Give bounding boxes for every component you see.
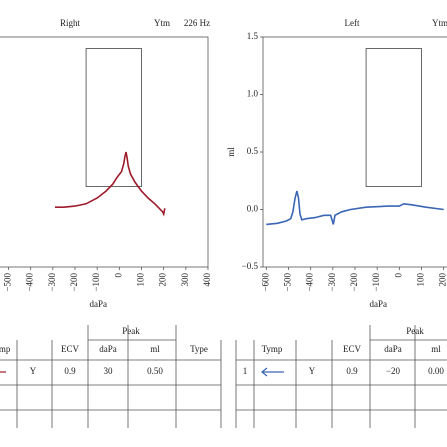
x-tick-label: −100 <box>91 273 101 292</box>
gradient-box <box>365 48 422 187</box>
x-tick-label: 400 <box>202 273 212 287</box>
x-tick-label: −400 <box>305 273 315 292</box>
x-tick-label: −500 <box>283 273 293 292</box>
x-axis-label: daPa <box>369 299 387 309</box>
x-tick-label: −600 <box>260 273 270 292</box>
gradient-box <box>85 48 142 187</box>
plot-frame <box>262 36 447 268</box>
table-group-header: Peak <box>122 326 140 336</box>
x-tick-label: −200 <box>349 273 359 292</box>
annotation: Ytm <box>432 18 447 28</box>
y-tick-label: 0.0 <box>247 204 259 214</box>
table-cell: 0.00 <box>428 366 444 376</box>
table-cell: 0.9 <box>346 366 358 376</box>
x-tick-label: −100 <box>371 273 381 292</box>
y-tick-label: 1.5 <box>247 31 259 41</box>
x-axis-label: daPa <box>89 299 107 309</box>
x-tick-label: 200 <box>438 273 447 287</box>
x-tick-label: −300 <box>47 273 57 292</box>
x-tick-label: 200 <box>158 273 168 287</box>
table-cell: Y <box>309 366 316 376</box>
table-cell: 0.9 <box>64 366 76 376</box>
table-cell: 1 <box>243 366 248 376</box>
tymp-curve <box>55 151 166 217</box>
table-cell: 30 <box>104 366 114 376</box>
x-tick-label: −500 <box>3 273 13 292</box>
table-header: ml <box>431 344 441 354</box>
y-tick-label: 1.0 <box>247 89 259 99</box>
table-cell: −20 <box>386 366 401 376</box>
x-tick-label: −400 <box>25 273 35 292</box>
table-header: Type <box>190 344 208 354</box>
table-cell: 0.50 <box>147 366 163 376</box>
table-header: daPa <box>384 344 402 354</box>
table-header: Tymp <box>0 344 11 354</box>
annotation: Ytm <box>154 18 170 28</box>
x-tick-label: −200 <box>69 273 79 292</box>
table-header: Tymp <box>262 344 283 354</box>
y-axis-label: ml <box>226 147 236 157</box>
table-cell: Y <box>30 366 37 376</box>
x-tick-label: 0 <box>393 273 403 278</box>
annotation: 226 Hz <box>184 18 210 28</box>
x-tick-label: 300 <box>180 273 190 287</box>
plot-frame <box>0 36 209 268</box>
table-header: ECV <box>343 344 362 354</box>
table-group-header: Peak <box>406 326 424 336</box>
x-tick-label: 100 <box>136 273 146 287</box>
tymp-curve <box>266 190 444 226</box>
table-header: daPa <box>99 344 117 354</box>
table-header: ECV <box>61 344 80 354</box>
chart-title: Right <box>60 18 81 28</box>
y-tick-label: 0.5 <box>247 146 259 156</box>
arrow-head <box>261 367 268 377</box>
y-tick-label: −0.5 <box>242 261 259 271</box>
table-header: ml <box>150 344 160 354</box>
chart-title: Left <box>345 18 360 28</box>
x-tick-label: −300 <box>327 273 337 292</box>
x-tick-label: 100 <box>416 273 426 287</box>
x-tick-label: 0 <box>113 273 123 278</box>
